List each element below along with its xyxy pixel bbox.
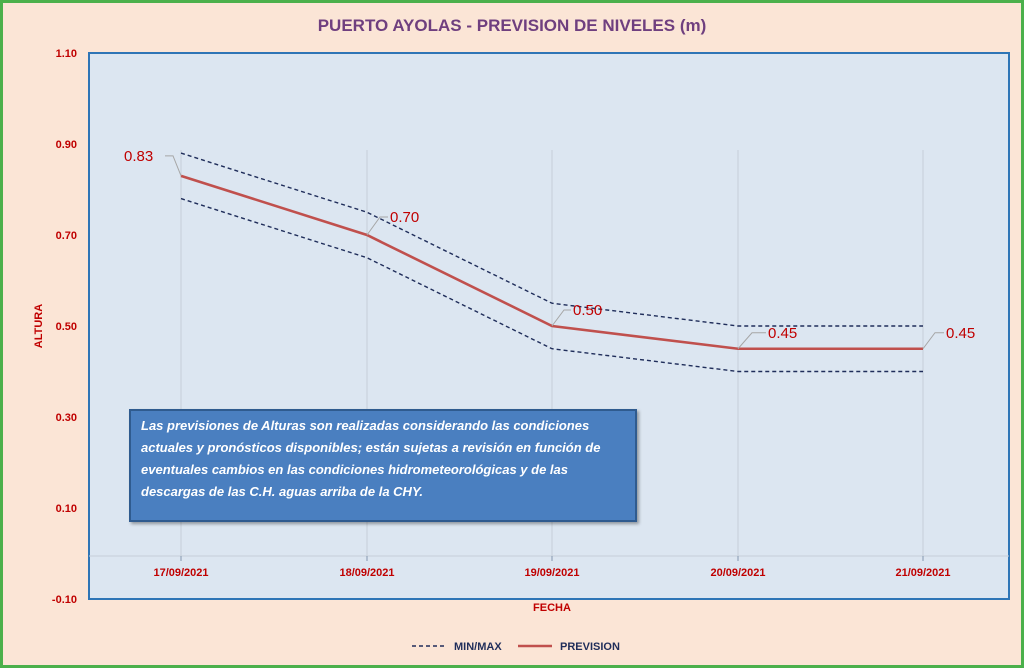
data-label-leader xyxy=(922,332,944,350)
y-tick-label: 0.70 xyxy=(56,230,77,242)
y-tick-label: 0.50 xyxy=(56,321,77,333)
y-axis-label: ALTURA xyxy=(33,304,45,348)
data-label: 0.83 xyxy=(124,148,153,165)
x-tick-label: 18/09/2021 xyxy=(339,567,394,579)
data-label-leader xyxy=(737,332,766,350)
data-labels: 0.83 0.70 0.50 0.45 0.45 xyxy=(124,148,975,350)
y-axis-ticks: 1.10 0.90 0.70 0.50 0.30 0.10 -0.10 xyxy=(52,48,77,606)
data-label-leader xyxy=(366,216,388,236)
x-tick-label: 20/09/2021 xyxy=(710,567,765,579)
legend: MIN/MAX PREVISION xyxy=(412,641,620,653)
forecast-note: Las previsiones de Alturas son realizada… xyxy=(129,409,637,522)
x-axis-label: FECHA xyxy=(533,602,571,614)
y-tick-label: 1.10 xyxy=(56,48,77,60)
data-label-leader xyxy=(165,155,182,177)
data-label: 0.50 xyxy=(573,302,602,319)
y-tick-label: 0.10 xyxy=(56,503,77,515)
data-label: 0.45 xyxy=(768,325,797,342)
data-label-leader xyxy=(551,309,571,327)
data-label: 0.45 xyxy=(946,325,975,342)
data-label: 0.70 xyxy=(390,209,419,226)
legend-label: PREVISION xyxy=(560,641,620,653)
legend-label: MIN/MAX xyxy=(454,641,502,653)
x-tick-label: 17/09/2021 xyxy=(153,567,208,579)
x-axis-ticks: 17/09/2021 18/09/2021 19/09/2021 20/09/2021… xyxy=(153,556,951,579)
y-tick-label: 0.90 xyxy=(56,139,77,151)
gridlines xyxy=(89,150,1009,557)
chart-title: PUERTO AYOLAS - PREVISION DE NIVELES (m) xyxy=(318,16,707,35)
y-tick-label: -0.10 xyxy=(52,594,77,606)
x-tick-label: 19/09/2021 xyxy=(524,567,579,579)
x-tick-label: 21/09/2021 xyxy=(895,567,950,579)
y-tick-label: 0.30 xyxy=(56,412,77,424)
